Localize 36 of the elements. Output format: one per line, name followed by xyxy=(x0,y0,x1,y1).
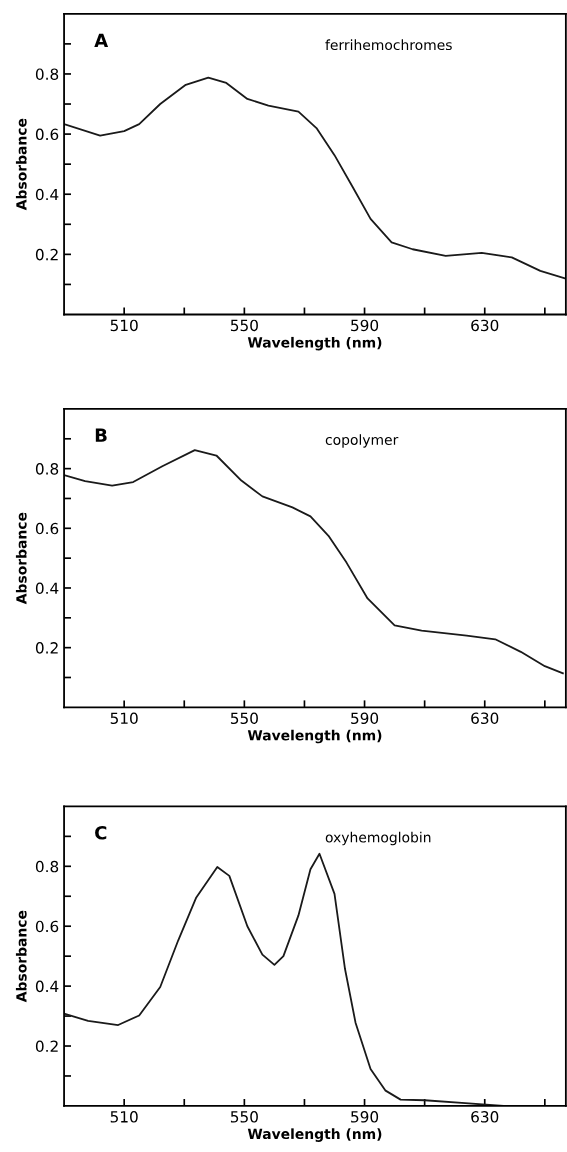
y-tick-label: 0.6 xyxy=(35,522,59,535)
annotation: C xyxy=(95,825,107,840)
y-tick-label: 0.4 xyxy=(35,980,59,993)
y-tick-label: 0.2 xyxy=(35,642,58,654)
x-tick-label: 510 xyxy=(110,1111,138,1123)
x-tick-label: 630 xyxy=(471,712,499,725)
x-axis-title: Wavelength (nm) xyxy=(247,336,382,351)
x-tick-label: 550 xyxy=(230,319,258,332)
y-tick-label: 0.8 xyxy=(35,68,59,80)
x-tick-label: 590 xyxy=(351,1111,379,1123)
annotation: copolymer xyxy=(325,434,399,448)
x-tick-label: 510 xyxy=(110,712,138,725)
y-tick-label: 0.2 xyxy=(35,1040,58,1053)
y-axis-title: Absorbance xyxy=(15,910,27,1003)
y-tick-label: 0.6 xyxy=(35,920,59,933)
y-tick-label: 0.4 xyxy=(35,188,59,201)
y-tick-label: 0.6 xyxy=(35,128,59,141)
y-axis-title: Absorbance xyxy=(15,118,27,211)
annotation: B xyxy=(95,428,107,442)
x-tick-label: 590 xyxy=(351,319,379,332)
y-tick-label: 0.4 xyxy=(35,582,59,594)
x-axis-title: Wavelength (nm) xyxy=(247,729,382,744)
annotation: oxyhemoglobin xyxy=(325,831,431,846)
x-axis-title: Wavelength (nm) xyxy=(247,1128,382,1142)
y-tick-label: 0.2 xyxy=(35,248,58,261)
x-tick-label: 550 xyxy=(230,712,258,725)
annotation: A xyxy=(94,33,109,47)
x-tick-label: 630 xyxy=(471,319,499,332)
x-tick-label: 590 xyxy=(351,712,379,725)
x-tick-label: 550 xyxy=(230,1111,258,1123)
y-axis-title: Absorbance xyxy=(15,512,27,605)
x-tick-label: 510 xyxy=(110,319,138,332)
y-tick-label: 0.8 xyxy=(35,463,59,475)
x-tick-label: 630 xyxy=(471,1111,499,1123)
annotation: ferrihemochromes xyxy=(325,39,452,51)
y-tick-label: 0.8 xyxy=(35,860,59,873)
